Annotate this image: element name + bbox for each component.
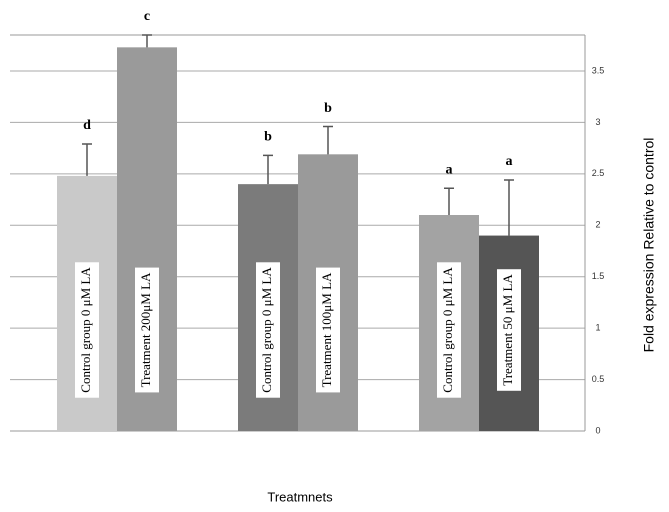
bar-label: Treatment 200μM LA [138, 272, 153, 387]
significance-letter: a [446, 162, 453, 177]
y-tick-label: 0 [595, 425, 600, 435]
y-tick-label: 2.5 [592, 168, 605, 178]
y-tick-label: 2 [595, 220, 600, 230]
error-bar [444, 187, 454, 215]
y-axis-title: Fold expression Relative to control [641, 138, 657, 353]
significance-letter: b [264, 130, 272, 145]
error-bar [82, 143, 92, 176]
y-tick-label: 3 [595, 117, 600, 127]
y-tick-label: 3.5 [592, 65, 605, 75]
label-box [75, 262, 99, 398]
bar-label: Treatment 100μM LA [319, 272, 334, 387]
bar-label: Control group 0 μM LA [440, 267, 455, 393]
bar-label: Control group 0 μM LA [259, 267, 274, 393]
label-box [497, 269, 521, 391]
bar-label: Control group 0 μM LA [78, 267, 93, 393]
x-axis-title: Treatmnets [267, 489, 333, 504]
significance-letter: d [83, 118, 91, 133]
error-bar [504, 179, 514, 236]
y-tick-label: 1 [595, 323, 600, 333]
y-tick-label: 1.5 [592, 271, 605, 281]
label-box [256, 262, 280, 398]
error-bar [323, 125, 333, 155]
error-bar [142, 34, 152, 48]
significance-letter: a [506, 154, 513, 169]
label-box [135, 267, 159, 393]
significance-letter: c [144, 9, 150, 24]
error-bar [263, 154, 273, 185]
significance-letter: b [324, 101, 332, 116]
label-box [437, 262, 461, 398]
label-box [316, 267, 340, 393]
y-tick-label: 0.5 [592, 374, 605, 384]
bar-label: Treatment 50 μM LA [500, 274, 515, 386]
